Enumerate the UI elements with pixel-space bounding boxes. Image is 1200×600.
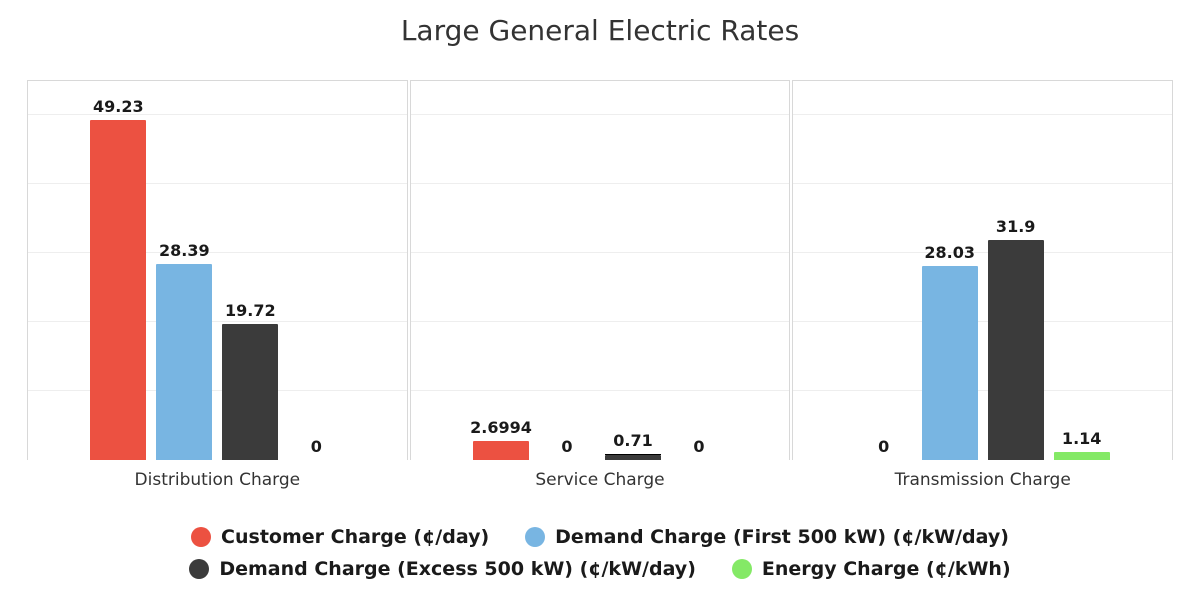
- bar-cell: 49.23: [90, 81, 146, 460]
- legend-label: Demand Charge (First 500 kW) (¢/kW/day): [555, 526, 1009, 548]
- bar-cell: 31.9: [988, 81, 1044, 460]
- bars-group-1: 2.6994 0 0.71 0: [411, 81, 790, 460]
- legend-item: Customer Charge (¢/day): [191, 526, 489, 548]
- bar-cell: 19.72: [222, 81, 278, 460]
- bar: [90, 120, 146, 460]
- bar-cell: 0: [856, 81, 912, 460]
- bar-cell: 0: [539, 81, 595, 460]
- bars-group-0: 49.23 28.39 19.72 0: [28, 81, 407, 460]
- bar-value-label: 0: [878, 437, 889, 456]
- legend: Customer Charge (¢/day) Demand Charge (Fi…: [0, 526, 1200, 580]
- legend-swatch: [732, 559, 752, 579]
- bar-value-label: 28.03: [924, 243, 975, 262]
- bar-value-label: 2.6994: [470, 418, 532, 437]
- bars-wrap: 49.23 28.39 19.72 0: [28, 81, 407, 460]
- bars-wrap: 2.6994 0 0.71 0: [411, 81, 790, 460]
- legend-label: Customer Charge (¢/day): [221, 526, 489, 548]
- legend-item: Energy Charge (¢/kWh): [732, 558, 1011, 580]
- bar-cell: 0: [288, 81, 344, 460]
- category-label: Transmission Charge: [793, 470, 1172, 490]
- legend-swatch: [525, 527, 545, 547]
- bar: [922, 266, 978, 460]
- legend-item: Demand Charge (Excess 500 kW) (¢/kW/day): [189, 558, 696, 580]
- bar-cell: 0: [671, 81, 727, 460]
- bar: [988, 240, 1044, 460]
- bar-value-label: 19.72: [225, 301, 276, 320]
- bar-value-label: 0: [693, 437, 704, 456]
- bar-value-label: 0: [311, 437, 322, 456]
- bar-cell: 0.71: [605, 81, 661, 460]
- bar-value-label: 49.23: [93, 97, 144, 116]
- bar-cell: 1.14: [1054, 81, 1110, 460]
- bar-cell: 28.39: [156, 81, 212, 460]
- category-label: Distribution Charge: [28, 470, 407, 490]
- chart-title: Large General Electric Rates: [0, 0, 1200, 47]
- legend-swatch: [189, 559, 209, 579]
- bar-value-label: 31.9: [996, 217, 1035, 236]
- bar-cell: 2.6994: [473, 81, 529, 460]
- legend-swatch: [191, 527, 211, 547]
- panel-service: 2.699400.710 Service Charge: [410, 80, 791, 460]
- bars-group-2: 0 28.03 31.9 1.14: [793, 81, 1172, 460]
- bar: [156, 264, 212, 460]
- legend-item: Demand Charge (First 500 kW) (¢/kW/day): [525, 526, 1009, 548]
- bar-value-label: 0.71: [613, 431, 652, 450]
- category-label: Service Charge: [411, 470, 790, 490]
- bars-wrap: 0 28.03 31.9 1.14: [793, 81, 1172, 460]
- bar-top-line: [605, 454, 661, 455]
- bar: [473, 441, 529, 460]
- bar: [605, 455, 661, 460]
- bar: [1054, 452, 1110, 460]
- bar-value-label: 1.14: [1062, 429, 1101, 448]
- panel-transmission: 028.0331.91.14 Transmission Charge: [792, 80, 1173, 460]
- legend-label: Demand Charge (Excess 500 kW) (¢/kW/day): [219, 558, 696, 580]
- panel-distribution: 49.2328.3919.720 Distribution Charge: [27, 80, 408, 460]
- chart-container: Large General Electric Rates 49.23 28.39 1…: [0, 0, 1200, 600]
- legend-label: Energy Charge (¢/kWh): [762, 558, 1011, 580]
- bar-cell: 28.03: [922, 81, 978, 460]
- bar-value-label: 28.39: [159, 241, 210, 260]
- bar: [222, 324, 278, 460]
- bar-value-label: 0: [561, 437, 572, 456]
- panels-row: 49.2328.3919.720 Distribution Charge 2.6…: [25, 80, 1175, 460]
